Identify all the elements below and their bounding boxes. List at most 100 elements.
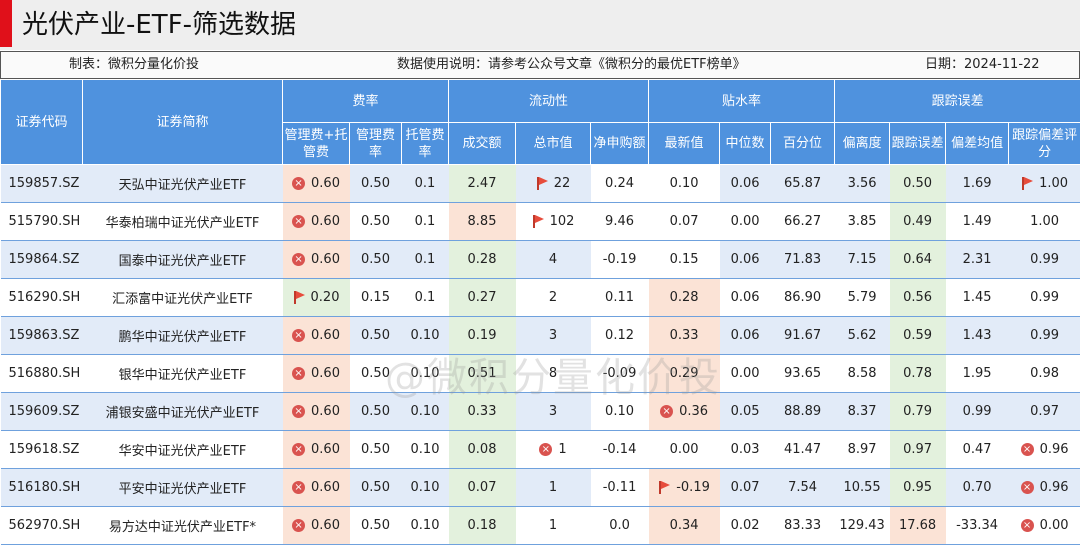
cell-name: 浦银安盛中证光伏产业ETF xyxy=(82,392,283,431)
subheader-bias-score: 跟踪偏差评分 xyxy=(1008,122,1080,165)
cell-value: 0.10 xyxy=(410,404,440,419)
title-bar: 光伏产业-ETF-筛选数据 xyxy=(0,0,1080,50)
cell-custody-fee: 0.10 xyxy=(401,468,449,507)
cell-deviation: 5.79 xyxy=(834,278,890,317)
cell-market-cap: × 1 xyxy=(515,430,591,469)
cell-turnover: 0.19 xyxy=(448,316,516,355)
table-row[interactable]: 516180.SH 平安中证光伏产业ETF × 0.60 0.50 0.10 0.07 1 -0… xyxy=(0,468,1080,507)
cell-value: 0.50 xyxy=(361,518,390,533)
cell-value: 0.79 xyxy=(903,404,933,419)
cell-median: 0.00 xyxy=(719,202,771,241)
table-body: 159857.SZ 天弘中证光伏产业ETF × 0.60 0.50 0.1 2.47 22 0.… xyxy=(0,164,1080,545)
cell-value: 0.28 xyxy=(669,290,699,305)
flag-icon xyxy=(532,215,544,228)
x-circle-icon: × xyxy=(292,329,306,342)
cell-median: 0.05 xyxy=(719,392,771,431)
cell-name: 平安中证光伏产业ETF xyxy=(82,468,283,507)
cell-code: 159609.SZ xyxy=(0,392,83,431)
cell-name: 国泰中证光伏产业ETF xyxy=(82,240,283,279)
cell-value: 0.12 xyxy=(605,328,634,343)
cell-custody-fee: 0.1 xyxy=(401,240,449,279)
x-circle-icon: × xyxy=(292,443,306,456)
header-code: 证券代码 xyxy=(0,79,83,165)
table-row[interactable]: 562970.SH 易方达中证光伏产业ETF* × 0.60 0.50 0.10 0.18 1… xyxy=(0,506,1080,545)
cell-value: -0.14 xyxy=(602,442,637,457)
info-bar: 制表：微积分量化价投 数据使用说明：请参考公众号文章《微积分的最优ETF榜单》 … xyxy=(0,51,1080,79)
cell-latest: -0.19 xyxy=(648,468,720,507)
cell-value: 3 xyxy=(548,404,558,419)
cell-value: 1 xyxy=(548,480,558,495)
cell-value: 0.1 xyxy=(414,176,436,191)
cell-median: 0.00 xyxy=(719,354,771,393)
cell-mgmt-fee: 0.50 xyxy=(349,392,402,431)
table-row[interactable]: 515790.SH 华泰柏瑞中证光伏产业ETF × 0.60 0.50 0.1 8.85 10… xyxy=(0,202,1080,241)
cell-latest: 0.29 xyxy=(648,354,720,393)
cell-turnover: 0.51 xyxy=(448,354,516,393)
cell-value: 3 xyxy=(548,328,558,343)
cell-deviation: 8.58 xyxy=(834,354,890,393)
cell-market-cap: 3 xyxy=(515,316,591,355)
cell-value: 0.10 xyxy=(605,404,634,419)
cell-latest: 0.15 xyxy=(648,240,720,279)
cell-value: 0.56 xyxy=(903,290,933,305)
cell-bias-mean: -33.34 xyxy=(945,506,1009,545)
cell-name: 易方达中证光伏产业ETF* xyxy=(82,506,283,545)
cell-net-subscription: -0.19 xyxy=(590,240,649,279)
cell-value: 0.08 xyxy=(467,442,497,457)
cell-value: 66.27 xyxy=(783,214,822,229)
cell-bias-score: 1.00 xyxy=(1008,164,1080,203)
cell-value: 8.97 xyxy=(847,442,877,457)
table-row[interactable]: 516880.SH 银华中证光伏产业ETF × 0.60 0.50 0.10 0.51 8 -0… xyxy=(0,354,1080,393)
cell-value: 22 xyxy=(553,176,571,191)
cell-value: -0.11 xyxy=(602,480,637,495)
cell-deviation: 3.85 xyxy=(834,202,890,241)
cell-median: 0.02 xyxy=(719,506,771,545)
cell-value: 0.10 xyxy=(410,442,440,457)
cell-value: 0.60 xyxy=(311,214,340,229)
cell-median: 0.03 xyxy=(719,430,771,469)
cell-value: 10.55 xyxy=(843,480,881,495)
x-circle-icon: × xyxy=(539,443,553,456)
table-row[interactable]: 159863.SZ 鹏华中证光伏产业ETF × 0.60 0.50 0.10 0.19 3 0.… xyxy=(0,316,1080,355)
cell-name: 汇添富中证光伏产业ETF xyxy=(82,278,283,317)
cell-value: 0.47 xyxy=(962,442,992,457)
cell-bias-mean: 1.49 xyxy=(945,202,1009,241)
cell-tracking-error: 17.68 xyxy=(889,506,946,545)
cell-value: 0.19 xyxy=(467,328,497,343)
cell-value: 0.60 xyxy=(311,404,340,419)
cell-bias-score: 1.00 xyxy=(1008,202,1080,241)
table-row[interactable]: 159609.SZ 浦银安盛中证光伏产业ETF × 0.60 0.50 0.10 0.33 3… xyxy=(0,392,1080,431)
cell-bias-score: × 0.00 xyxy=(1008,506,1080,545)
cell-value: 0.00 xyxy=(730,366,760,381)
table-row[interactable]: 159618.SZ 华安中证光伏产业ETF × 0.60 0.50 0.10 0.08 × 1-… xyxy=(0,430,1080,469)
cell-deviation: 129.43 xyxy=(834,506,890,545)
cell-value: 0.50 xyxy=(903,176,933,191)
cell-median: 0.06 xyxy=(719,316,771,355)
cell-custody-fee: 0.10 xyxy=(401,506,449,545)
cell-percentile: 91.67 xyxy=(770,316,835,355)
cell-mgmt-fee: 0.50 xyxy=(349,316,402,355)
cell-value: 41.47 xyxy=(783,442,822,457)
cell-code: 159857.SZ xyxy=(0,164,83,203)
cell-value: 0.60 xyxy=(311,328,340,343)
cell-value: 0.29 xyxy=(669,366,699,381)
cell-bias-mean: 1.69 xyxy=(945,164,1009,203)
cell-mgmt-custody-fee: × 0.60 xyxy=(282,506,350,545)
cell-value: 0.0 xyxy=(609,518,630,533)
cell-value: 0.06 xyxy=(730,290,760,305)
table-row[interactable]: 159857.SZ 天弘中证光伏产业ETF × 0.60 0.50 0.1 2.47 22 0.… xyxy=(0,164,1080,203)
cell-mgmt-custody-fee: × 0.60 xyxy=(282,202,350,241)
cell-value: 9.46 xyxy=(605,214,634,229)
cell-value: 0.64 xyxy=(903,252,933,267)
cell-turnover: 2.47 xyxy=(448,164,516,203)
cell-value: -0.19 xyxy=(676,480,710,495)
flag-icon xyxy=(536,177,548,190)
cell-value: 0.50 xyxy=(361,442,390,457)
table-row[interactable]: 516290.SH 汇添富中证光伏产业ETF 0.20 0.15 0.1 0.27 2 0.1… xyxy=(0,278,1080,317)
table-row[interactable]: 159864.SZ 国泰中证光伏产业ETF × 0.60 0.50 0.1 0.28 4 -0.… xyxy=(0,240,1080,279)
cell-value: 86.90 xyxy=(783,290,822,305)
cell-value: 0.33 xyxy=(467,404,497,419)
cell-value: 1 xyxy=(558,442,567,457)
cell-value: 8.58 xyxy=(847,366,877,381)
cell-value: 83.33 xyxy=(783,518,822,533)
